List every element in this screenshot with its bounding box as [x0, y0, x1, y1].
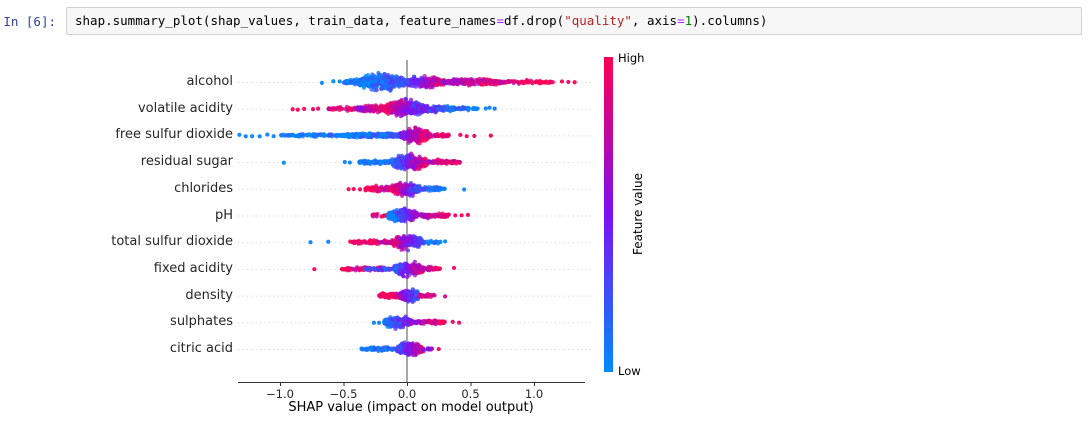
feature-label: total sulfur dioxide: [111, 234, 233, 250]
code-token-operator: =: [496, 13, 504, 28]
code-token-string: "quality": [564, 13, 632, 28]
feature-label: free sulfur dioxide: [115, 127, 233, 143]
feature-label: density: [185, 287, 233, 303]
x-tick-label: 0.5: [461, 387, 480, 401]
x-tick-label: −1.0: [266, 387, 294, 401]
x-axis-title: SHAP value (impact on model output): [288, 400, 534, 415]
code-token-default: ).columns): [692, 13, 768, 28]
x-tick-label: 1.0: [524, 387, 544, 401]
code-token-default: df.drop(: [503, 13, 565, 28]
feature-label: citric acid: [169, 341, 233, 356]
feature-label: fixed acidity: [153, 260, 233, 276]
code-token-operator: =: [677, 13, 685, 28]
code-token-default: , axis: [631, 13, 678, 28]
colorbar-high-label: High: [618, 51, 645, 65]
feature-label: residual sugar: [140, 154, 233, 170]
feature-label: sulphates: [170, 314, 233, 330]
code-token-number: 1: [684, 13, 693, 28]
colorbar: [604, 57, 613, 372]
colorbar-title: Feature value: [631, 173, 645, 255]
feature-label: volatile acidity: [137, 100, 233, 116]
feature-label: chlorides: [174, 180, 233, 196]
feature-label: pH: [214, 207, 233, 223]
input-prompt: In [6]:: [3, 14, 56, 29]
code-input[interactable]: shap.summary_plot(shap_values, train_dat…: [66, 7, 1082, 35]
colorbar-low-label: Low: [618, 364, 641, 378]
feature-label: alcohol: [186, 74, 233, 89]
x-tick-label: 0.0: [397, 387, 417, 401]
beeswarm-canvas: [230, 55, 602, 395]
x-tick-label: −0.5: [329, 387, 358, 401]
code-token-default: shap.summary_plot(shap_values, train_dat…: [75, 13, 497, 28]
